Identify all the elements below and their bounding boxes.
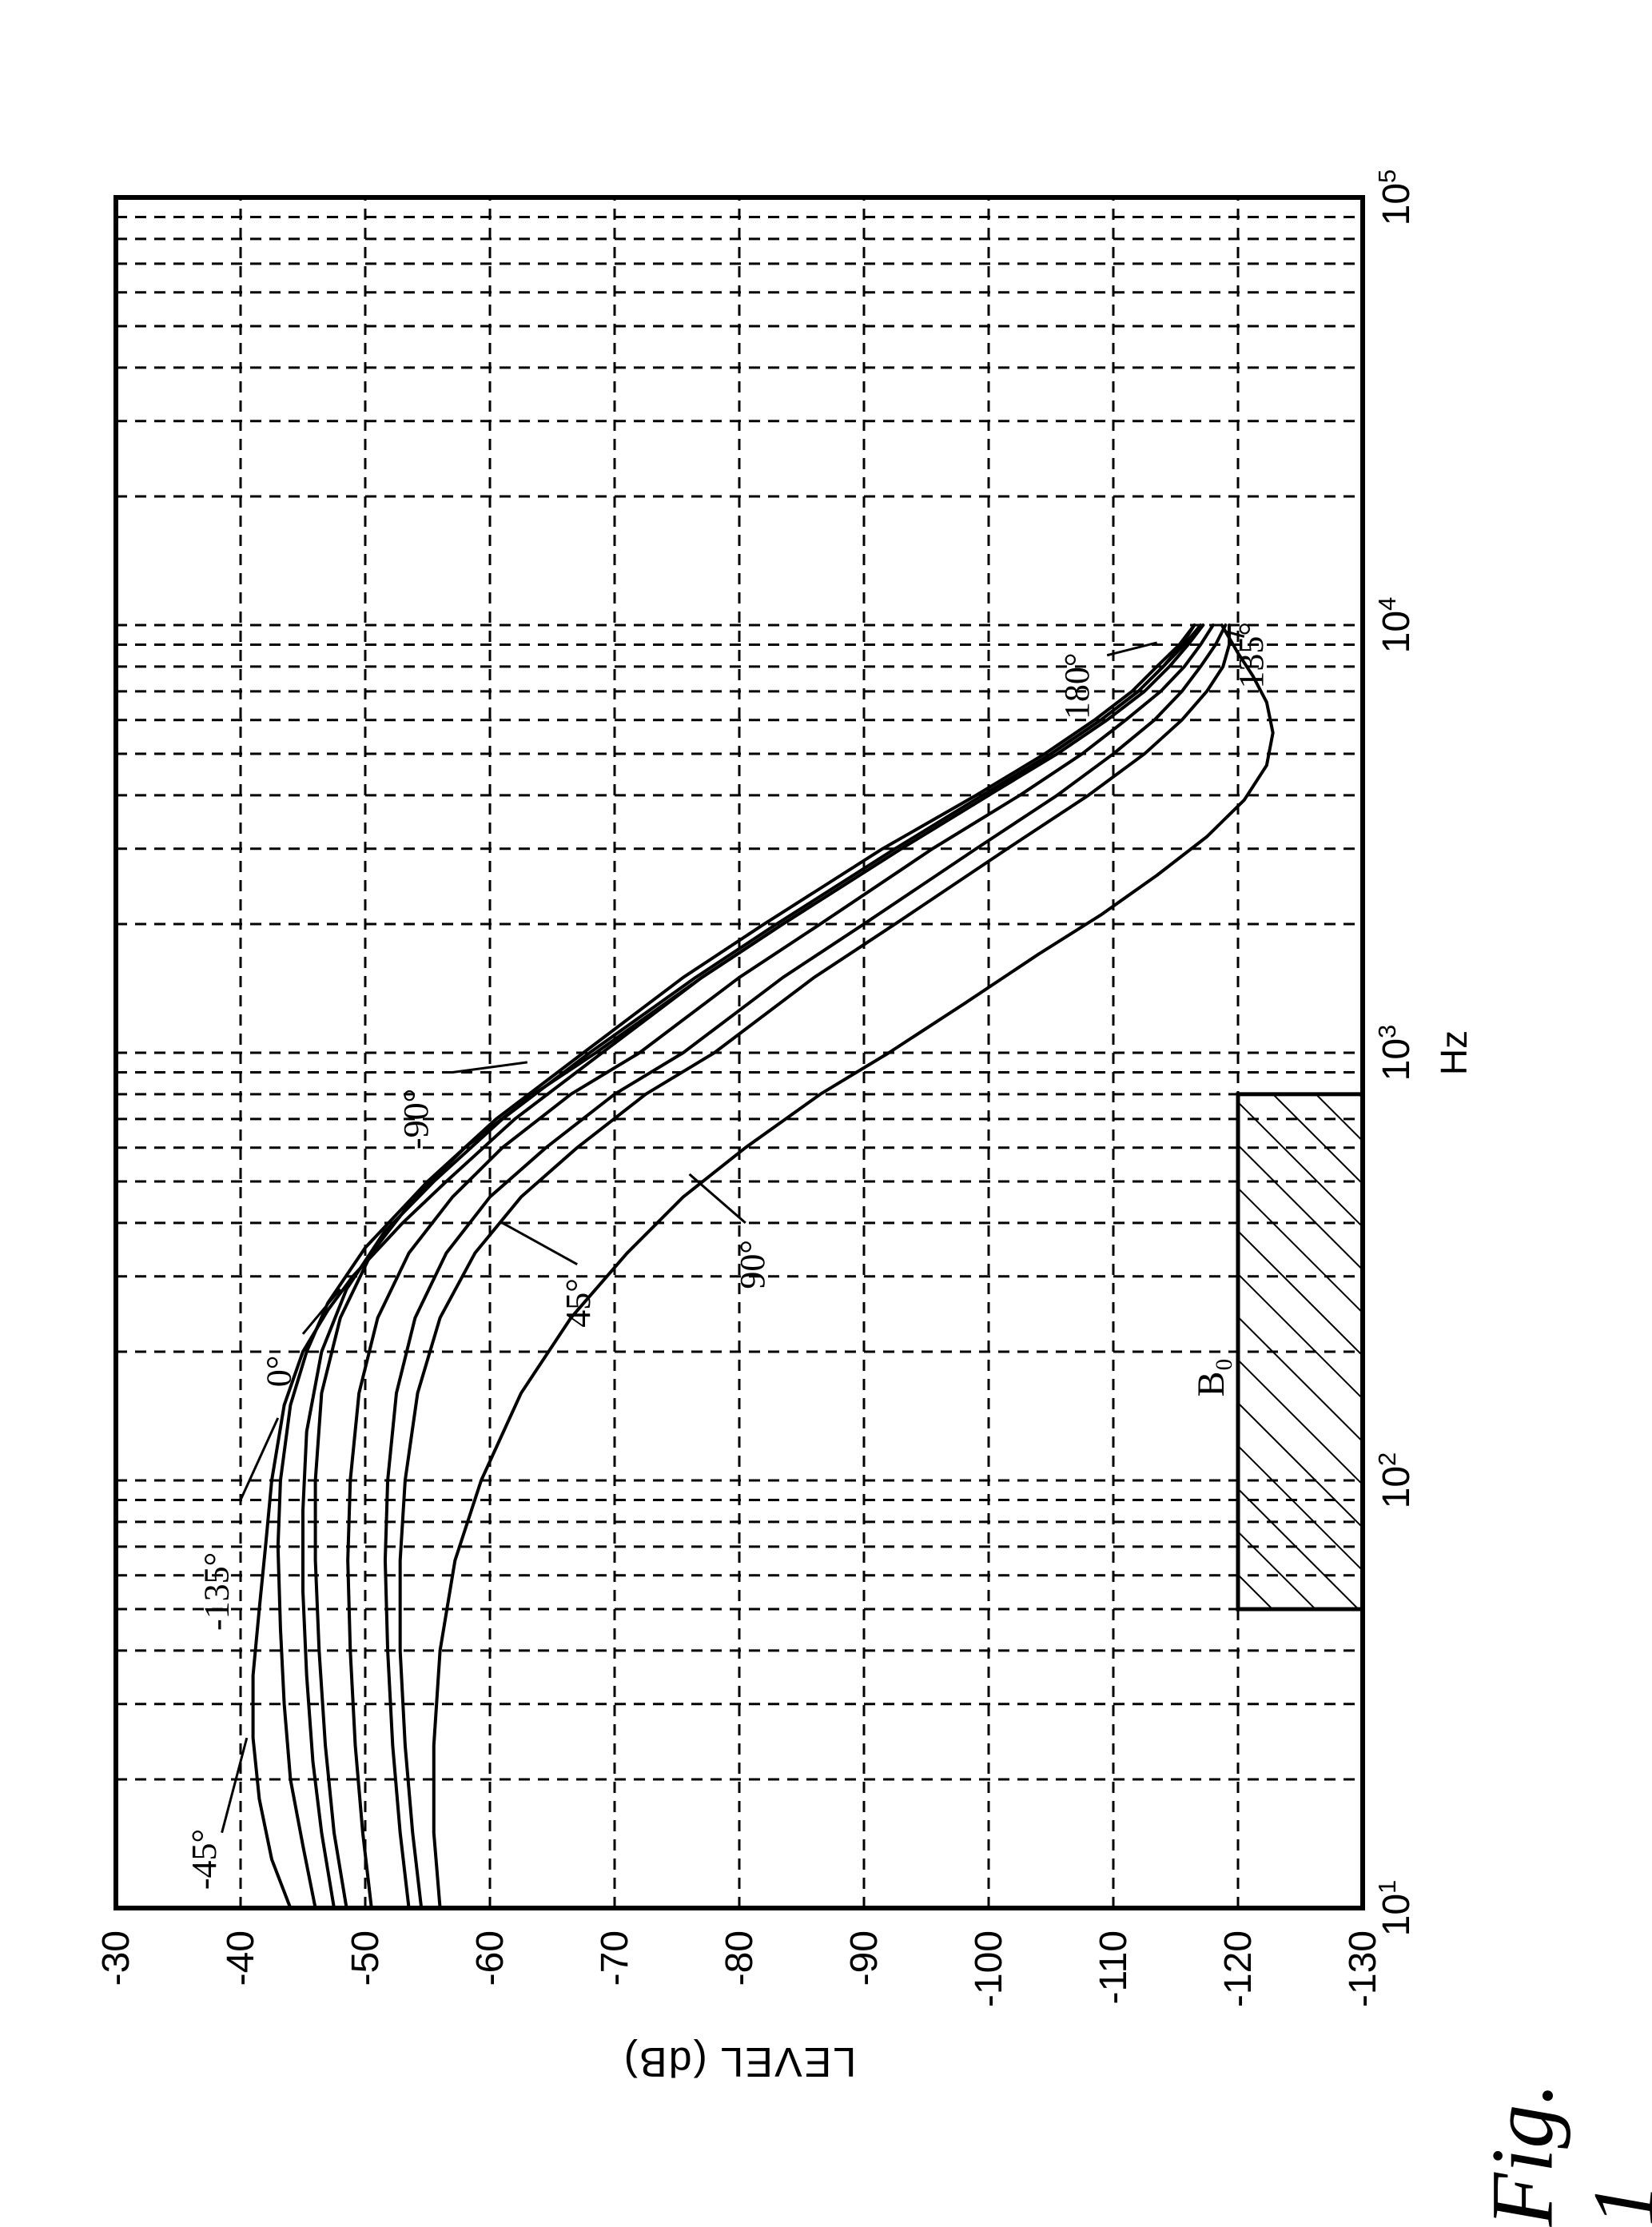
series-label: -45° [185, 1829, 224, 1890]
y-tick-label: -40 [220, 1930, 262, 1986]
x-axis-title: Hz [1433, 1030, 1475, 1075]
y-tick-label: -50 [344, 1930, 387, 1986]
series-label: 45° [559, 1278, 598, 1328]
y-tick-label: -90 [843, 1930, 886, 1986]
y-tick-label: -110 [1093, 1930, 1135, 2005]
y-tick-label: -60 [469, 1930, 512, 1986]
series-label: -135° [197, 1552, 236, 1631]
y-axis-title: LEVEL (dB) [623, 2038, 857, 2085]
x-tick-label: 105 [1373, 169, 1419, 226]
x-tick-label: 104 [1373, 597, 1419, 654]
y-tick-label: -120 [1217, 1930, 1260, 2007]
x-tick-label: 101 [1373, 1880, 1419, 1937]
chart-svg: B₀-45°-135°0°-90°45°180°135°90°-30-40-50… [52, 110, 1547, 2108]
series-label: 90° [733, 1240, 772, 1289]
series-label: 180° [1057, 653, 1097, 720]
y-tick-label: -100 [968, 1930, 1010, 2007]
y-tick-label: -130 [1342, 1930, 1384, 2007]
y-tick-label: -30 [95, 1930, 137, 1986]
chart-container: B₀-45°-135°0°-90°45°180°135°90°-30-40-50… [52, 110, 1547, 2108]
series-label: 0° [259, 1356, 298, 1388]
annotation-label-b0: B₀ [1190, 1358, 1232, 1397]
x-tick-label: 103 [1373, 1025, 1419, 1082]
series-label: -90° [396, 1089, 436, 1149]
y-tick-label: -70 [594, 1930, 636, 1986]
annotation-box-b0 [1238, 1094, 1363, 1609]
y-tick-label: -80 [719, 1930, 761, 1986]
x-tick-label: 102 [1373, 1452, 1419, 1509]
